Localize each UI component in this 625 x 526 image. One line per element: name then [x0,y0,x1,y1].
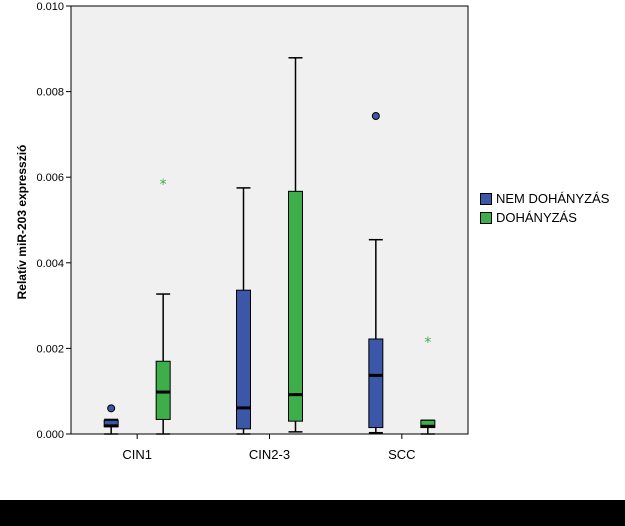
legend-swatch-dohanyzas [480,211,492,224]
legend-item-nem-dohanyzas: NEM DOHÁNYZÁS [480,189,609,208]
x-tick-label: SCC [388,447,415,462]
box [288,190,303,422]
legend-swatch-nem-dohanyzas [480,192,492,205]
x-axis: CIN1 CIN2-3 SCC [122,434,416,462]
y-tick-label: 0.000 [36,429,64,441]
y-axis-label: Relatív miR-203 expresszió [15,145,29,300]
x-tick-label: CIN1 [122,447,152,462]
extreme-point: * [424,335,431,351]
box [155,360,171,420]
y-axis: 0.000 0.002 0.004 0.006 0.008 0.010 [36,1,71,441]
legend-item-dohanyzas: DOHÁNYZÁS [480,208,609,227]
extreme-point: * [160,177,167,193]
legend-label-dohanyzas: DOHÁNYZÁS [496,210,577,225]
box [368,338,384,429]
x-tick-label: CIN2-3 [249,447,290,462]
outlier-point [107,404,116,413]
y-tick-label: 0.010 [36,1,64,13]
legend-label-nem-dohanyzas: NEM DOHÁNYZÁS [496,191,610,206]
y-tick-label: 0.002 [36,343,64,355]
box-group: ** [103,57,436,435]
y-tick-label: 0.004 [36,258,64,270]
bottom-bar [0,500,625,526]
box [236,289,251,430]
outlier-point [371,111,380,120]
y-tick-label: 0.008 [36,87,64,99]
legend: NEM DOHÁNYZÁS DOHÁNYZÁS [480,189,609,227]
plot-area [70,5,469,435]
y-tick-label: 0.006 [36,172,64,184]
